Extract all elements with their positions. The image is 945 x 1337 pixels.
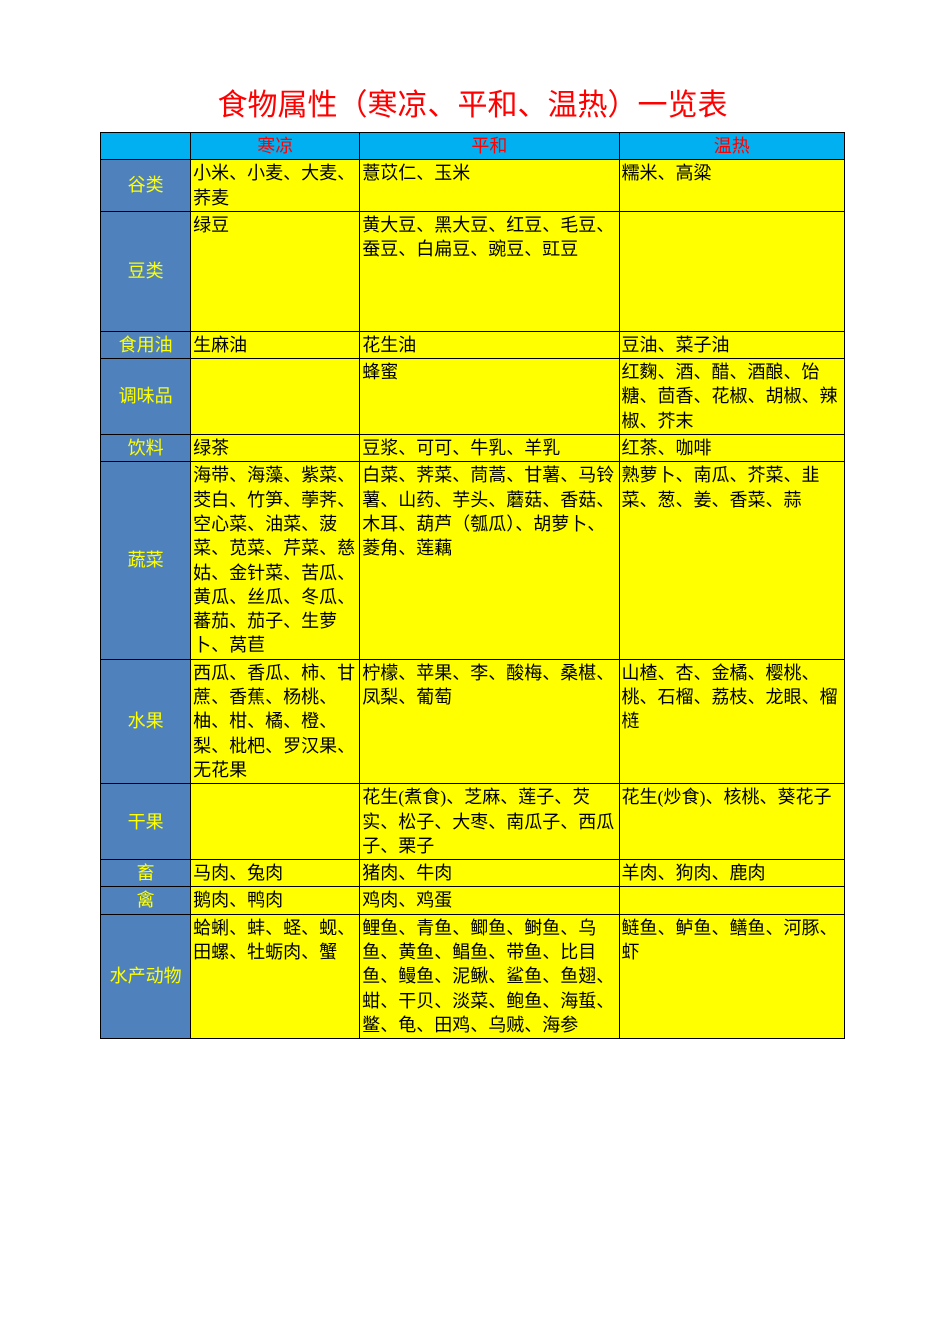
header-warm: 温热 — [619, 133, 844, 160]
header-neutral: 平和 — [360, 133, 619, 160]
cell-neutral: 柠檬、苹果、李、酸梅、桑椹、凤梨、葡萄 — [360, 659, 619, 783]
row-category: 饮料 — [101, 435, 191, 462]
cell-cold: 小米、小麦、大麦、荞麦 — [191, 160, 360, 212]
cell-warm — [619, 887, 844, 914]
table-row: 畜马肉、兔肉猪肉、牛肉羊肉、狗肉、鹿肉 — [101, 860, 845, 887]
cell-neutral: 蜂蜜 — [360, 359, 619, 435]
cell-warm: 糯米、高粱 — [619, 160, 844, 212]
cell-neutral: 薏苡仁、玉米 — [360, 160, 619, 212]
cell-neutral: 鸡肉、鸡蛋 — [360, 887, 619, 914]
row-category: 蔬菜 — [101, 462, 191, 659]
row-category: 调味品 — [101, 359, 191, 435]
header-cold: 寒凉 — [191, 133, 360, 160]
cell-neutral: 鲤鱼、青鱼、鲫鱼、鲥鱼、乌鱼、黄鱼、鲳鱼、带鱼、比目鱼、鳗鱼、泥鳅、鲨鱼、鱼翅、… — [360, 914, 619, 1038]
cell-cold — [191, 359, 360, 435]
table-row: 水产动物蛤蜊、蚌、蛏、蚬、田螺、牡蛎肉、蟹鲤鱼、青鱼、鲫鱼、鲥鱼、乌鱼、黄鱼、鲳… — [101, 914, 845, 1038]
cell-neutral: 猪肉、牛肉 — [360, 860, 619, 887]
table-header-row: 寒凉 平和 温热 — [101, 133, 845, 160]
cell-cold: 生麻油 — [191, 331, 360, 358]
cell-neutral: 豆浆、可可、牛乳、羊乳 — [360, 435, 619, 462]
row-category: 食用油 — [101, 331, 191, 358]
table-row: 禽鹅肉、鸭肉鸡肉、鸡蛋 — [101, 887, 845, 914]
cell-cold: 马肉、兔肉 — [191, 860, 360, 887]
cell-neutral: 白菜、荠菜、茼蒿、甘薯、马铃薯、山药、芋头、蘑菇、香菇、木耳、葫芦（瓠瓜）、胡萝… — [360, 462, 619, 659]
row-category: 水果 — [101, 659, 191, 783]
cell-warm: 花生(炒食)、核桃、葵花子 — [619, 784, 844, 860]
cell-warm: 山楂、杏、金橘、樱桃、桃、石榴、荔枝、龙眼、榴梿 — [619, 659, 844, 783]
cell-warm: 红茶、咖啡 — [619, 435, 844, 462]
cell-cold: 绿豆 — [191, 211, 360, 331]
table-row: 食用油生麻油花生油豆油、菜子油 — [101, 331, 845, 358]
table-row: 水果西瓜、香瓜、柿、甘蔗、香蕉、杨桃、柚、柑、橘、橙、梨、枇杷、罗汉果、无花果柠… — [101, 659, 845, 783]
cell-cold: 西瓜、香瓜、柿、甘蔗、香蕉、杨桃、柚、柑、橘、橙、梨、枇杷、罗汉果、无花果 — [191, 659, 360, 783]
cell-warm: 豆油、菜子油 — [619, 331, 844, 358]
table-row: 干果 花生(煮食)、芝麻、莲子、芡实、松子、大枣、南瓜子、西瓜子、栗子花生(炒食)… — [101, 784, 845, 860]
row-category: 水产动物 — [101, 914, 191, 1038]
cell-cold — [191, 784, 360, 860]
header-blank — [101, 133, 191, 160]
row-category: 畜 — [101, 860, 191, 887]
cell-cold: 海带、海藻、紫菜、茭白、竹笋、荸荠、空心菜、油菜、菠菜、苋菜、芹菜、慈姑、金针菜… — [191, 462, 360, 659]
cell-cold: 鹅肉、鸭肉 — [191, 887, 360, 914]
table-row: 调味品 蜂蜜红麴、酒、醋、酒酿、饴糖、茴香、花椒、胡椒、辣椒、芥末 — [101, 359, 845, 435]
cell-cold: 绿茶 — [191, 435, 360, 462]
table-row: 蔬菜海带、海藻、紫菜、茭白、竹笋、荸荠、空心菜、油菜、菠菜、苋菜、芹菜、慈姑、金… — [101, 462, 845, 659]
cell-warm: 熟萝卜、南瓜、芥菜、韭菜、葱、姜、香菜、蒜 — [619, 462, 844, 659]
table-row: 谷类小米、小麦、大麦、荞麦薏苡仁、玉米糯米、高粱 — [101, 160, 845, 212]
cell-warm: 鲢鱼、鲈鱼、鳝鱼、河豚、虾 — [619, 914, 844, 1038]
row-category: 禽 — [101, 887, 191, 914]
cell-cold: 蛤蜊、蚌、蛏、蚬、田螺、牡蛎肉、蟹 — [191, 914, 360, 1038]
cell-warm: 羊肉、狗肉、鹿肉 — [619, 860, 844, 887]
cell-neutral: 花生(煮食)、芝麻、莲子、芡实、松子、大枣、南瓜子、西瓜子、栗子 — [360, 784, 619, 860]
row-category: 干果 — [101, 784, 191, 860]
cell-neutral: 花生油 — [360, 331, 619, 358]
food-properties-table: 寒凉 平和 温热 谷类小米、小麦、大麦、荞麦薏苡仁、玉米糯米、高粱豆类绿豆黄大豆… — [100, 132, 845, 1039]
row-category: 豆类 — [101, 211, 191, 331]
cell-warm: 红麴、酒、醋、酒酿、饴糖、茴香、花椒、胡椒、辣椒、芥末 — [619, 359, 844, 435]
table-row: 饮料绿茶豆浆、可可、牛乳、羊乳红茶、咖啡 — [101, 435, 845, 462]
cell-warm — [619, 211, 844, 331]
cell-neutral: 黄大豆、黑大豆、红豆、毛豆、蚕豆、白扁豆、豌豆、豇豆 — [360, 211, 619, 331]
table-row: 豆类绿豆黄大豆、黑大豆、红豆、毛豆、蚕豆、白扁豆、豌豆、豇豆 — [101, 211, 845, 331]
row-category: 谷类 — [101, 160, 191, 212]
page-title: 食物属性（寒凉、平和、温热）一览表 — [100, 80, 845, 124]
